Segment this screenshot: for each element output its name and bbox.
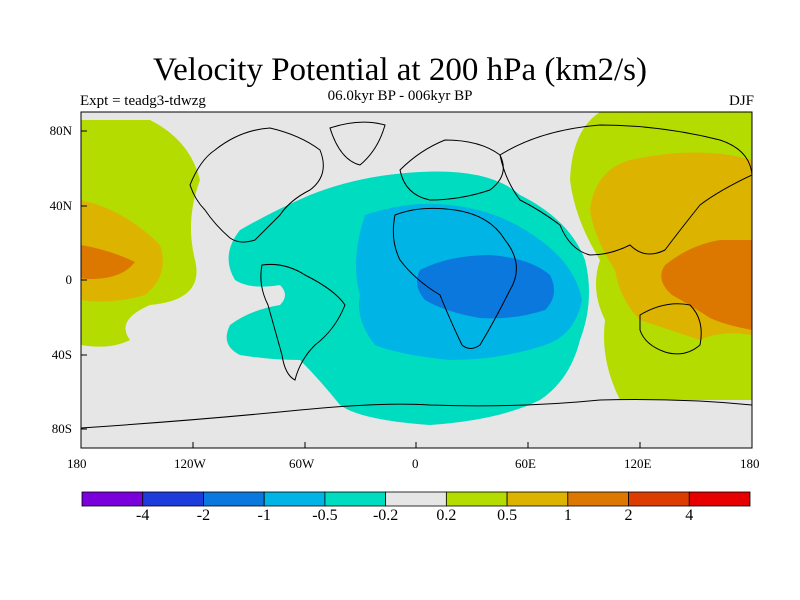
colorbar-swatch — [263, 491, 326, 507]
colorbar-label: 0.2 — [436, 507, 457, 524]
colorbar-label: -0.5 — [312, 507, 338, 524]
colorbar-label: 0.5 — [497, 507, 518, 524]
colorbar-swatch — [142, 491, 204, 507]
coastlines — [81, 121, 752, 429]
x-tick-label: 0 — [412, 456, 419, 471]
colorbar-label: 2 — [624, 507, 633, 524]
colorbar-swatch — [506, 491, 569, 507]
colorbar-swatch — [567, 491, 629, 507]
x-tick-label: 60W — [289, 456, 315, 471]
colorbar-label: -0.2 — [372, 507, 399, 524]
y-tick-label: 40S — [51, 347, 72, 362]
colorbar-label: -2 — [196, 507, 211, 524]
contour-strong-east — [661, 240, 752, 330]
contour-strong-west — [81, 245, 135, 279]
chart-subtitle: 06.0kyr BP - 006kyr BP — [327, 88, 473, 104]
colorbar-label: -4 — [136, 507, 150, 524]
colorbar-swatch — [81, 491, 144, 507]
y-tick-label: 80S — [51, 421, 72, 436]
contour-negative-strong — [416, 255, 554, 319]
colorbar-swatch — [324, 491, 387, 507]
axis-ticks — [80, 130, 753, 448]
y-tick-label: 0 — [65, 272, 73, 287]
colorbar-swatch — [385, 491, 447, 507]
y-tick-label: 80N — [49, 123, 72, 138]
chart-title: Velocity Potential at 200 hPa (km2/s) — [152, 52, 648, 88]
y-tick-label: 40N — [49, 198, 72, 213]
contour-field — [81, 112, 752, 448]
experiment-label: Expt = teadg3-tdwzg — [80, 93, 206, 109]
x-tick-label: 120W — [174, 456, 206, 471]
colorbar-swatch — [203, 491, 265, 507]
colorbar-label: -1 — [257, 507, 271, 524]
colorbar-swatch — [628, 491, 690, 507]
colorbar-swatch — [445, 491, 508, 507]
season-label: DJF — [728, 93, 754, 109]
x-tick-label: 120E — [624, 456, 652, 471]
x-tick-label: 60E — [515, 456, 536, 471]
x-tick-label: 180 — [67, 456, 87, 471]
colorbar — [81, 491, 751, 507]
colorbar-label: 4 — [685, 507, 694, 524]
x-tick-label: 180 — [740, 456, 760, 471]
colorbar-label: 1 — [563, 507, 572, 524]
colorbar-swatch — [688, 491, 751, 507]
